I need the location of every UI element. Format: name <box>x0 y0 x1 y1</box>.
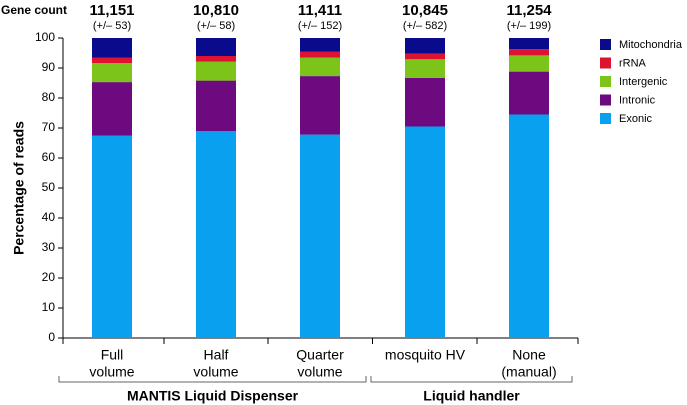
bar-segment-intronic <box>509 71 549 115</box>
bar-segment-exonic <box>196 131 236 338</box>
legend-entry: Intronic <box>619 94 656 106</box>
group-label: Liquid handler <box>423 388 520 404</box>
bar-segment-intergenic <box>92 63 132 83</box>
gene-count-error: (+/– 58) <box>197 20 235 32</box>
bar-segment-rrna <box>300 51 340 58</box>
y-axis-label: Percentage of reads <box>11 121 27 255</box>
legend-swatch-intronic <box>600 94 611 106</box>
legend-swatch-intergenic <box>600 76 611 87</box>
bar-segment-intergenic <box>405 59 445 78</box>
x-tick-label: Quarter <box>296 347 344 363</box>
gene-count-value: 11,254 <box>506 2 552 19</box>
bar-segment-intronic <box>92 82 132 136</box>
bar-segment-exonic <box>509 114 549 338</box>
bar-segment-intergenic <box>509 55 549 72</box>
y-tick-label: 30 <box>42 240 56 254</box>
bar-segment-mitochondria <box>509 38 549 50</box>
gene-count-error: (+/– 582) <box>403 20 447 32</box>
legend-entry: Intergenic <box>619 76 668 88</box>
bar-segment-exonic <box>300 134 340 338</box>
y-tick-label: 40 <box>42 210 56 224</box>
bar-segment-mitochondria <box>92 38 132 58</box>
bar-segment-intergenic <box>196 61 236 81</box>
gene-count-value: 11,151 <box>89 2 134 19</box>
y-tick-label: 80 <box>42 90 56 104</box>
x-tick-label: volume <box>297 364 342 380</box>
x-tick-label: volume <box>89 364 134 380</box>
group-label: MANTIS Liquid Dispenser <box>127 388 299 404</box>
group-bracket <box>58 376 367 383</box>
bar-segment-rrna <box>405 53 445 60</box>
gene-count-error: (+/– 53) <box>93 20 131 32</box>
bar-segment-rrna <box>196 56 236 62</box>
bar-segment-mitochondria <box>405 38 445 54</box>
legend-swatch-mitochondria <box>600 39 611 50</box>
gene-count-error: (+/– 152) <box>298 20 342 32</box>
bar-segment-intronic <box>405 77 445 127</box>
bar-segment-exonic <box>92 135 132 338</box>
x-tick-label: Full <box>101 347 124 363</box>
bar-segment-mitochondria <box>300 38 340 52</box>
legend-entry: rRNA <box>619 57 647 69</box>
y-tick-label: 20 <box>42 270 56 284</box>
y-tick-label: 100 <box>35 30 55 44</box>
x-tick-label: (manual) <box>501 364 556 380</box>
bar-segment-intronic <box>196 80 236 131</box>
bar-segment-intronic <box>300 76 340 135</box>
y-tick-label: 0 <box>48 330 55 344</box>
legend-entry: Mitochondria <box>619 39 683 51</box>
group-bracket <box>370 376 573 383</box>
y-tick-label: 10 <box>42 300 56 314</box>
bar-segment-mitochondria <box>196 38 236 56</box>
y-tick-label: 50 <box>42 180 56 194</box>
bar-segment-intergenic <box>300 57 340 77</box>
gene-count-value: 11,411 <box>298 2 342 19</box>
legend-swatch-exonic <box>600 113 611 124</box>
x-tick-label: volume <box>193 364 238 380</box>
gene-count-value: 10,810 <box>193 2 239 19</box>
x-tick-label: None <box>512 347 546 363</box>
gene-count-value: 10,845 <box>402 2 448 19</box>
y-tick-label: 60 <box>42 150 56 164</box>
bar-segment-rrna <box>92 57 132 64</box>
x-tick-label: Half <box>204 347 229 363</box>
gene-count-error: (+/– 199) <box>507 20 551 32</box>
bar-segment-rrna <box>509 49 549 56</box>
x-tick-label: mosquito HV <box>385 347 466 363</box>
bar-segment-exonic <box>405 126 445 338</box>
y-tick-label: 70 <box>42 120 56 134</box>
legend-entry: Exonic <box>619 113 653 125</box>
y-tick-label: 90 <box>42 60 56 74</box>
gene-count-label: Gene count <box>1 3 67 17</box>
legend-swatch-rrna <box>600 57 611 69</box>
